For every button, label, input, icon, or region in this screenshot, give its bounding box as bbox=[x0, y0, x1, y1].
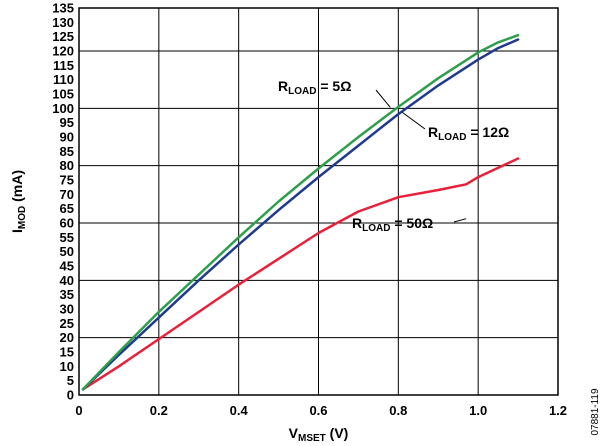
x-axis-title: VMSET (V) bbox=[289, 425, 349, 444]
y-tick-label: 75 bbox=[60, 173, 74, 188]
y-axis-title: IMOD (mA) bbox=[9, 170, 28, 233]
series-layer bbox=[81, 33, 520, 391]
annotation-r12-value: = 12Ω bbox=[466, 124, 509, 140]
y-tick-label: 60 bbox=[60, 216, 74, 231]
y-tick-label: 135 bbox=[52, 1, 74, 16]
x-tick-label: 0.4 bbox=[230, 403, 249, 418]
x-tick-label: 0 bbox=[75, 403, 82, 418]
plot-frame bbox=[78, 7, 559, 396]
y-tick-label: 50 bbox=[60, 244, 74, 259]
x-axis-title-sub: MSET bbox=[298, 433, 326, 444]
y-tick-labels: 0510152025303540455055606570758085909510… bbox=[52, 1, 74, 403]
x-axis-title-unit: (V) bbox=[326, 425, 349, 441]
annotation-r12-main: R bbox=[428, 124, 438, 140]
annotation-r12-leader bbox=[402, 111, 426, 130]
y-tick-label: 35 bbox=[60, 287, 74, 302]
y-tick-label: 70 bbox=[60, 187, 74, 202]
y-tick-label: 25 bbox=[60, 316, 74, 331]
y-tick-label: 95 bbox=[60, 115, 74, 130]
y-tick-label: 100 bbox=[52, 101, 74, 116]
y-tick-label: 15 bbox=[60, 345, 74, 360]
annotation-r12: RLOAD = 12Ω bbox=[402, 111, 509, 143]
annotation-r50-value: = 50Ω bbox=[390, 215, 433, 231]
annotation-r50: RLOAD = 50Ω bbox=[352, 215, 467, 234]
x-tick-label: 0.8 bbox=[389, 403, 407, 418]
grid-lines bbox=[79, 8, 558, 395]
annotation-r50-label: RLOAD = 50Ω bbox=[352, 215, 433, 234]
y-tick-label: 20 bbox=[60, 330, 74, 345]
y-tick-label: 10 bbox=[60, 359, 74, 374]
series-line-r5 bbox=[81, 33, 520, 391]
annotation-r5-leader bbox=[375, 89, 391, 108]
y-tick-label: 130 bbox=[52, 15, 74, 30]
y-axis-title-main: I bbox=[9, 229, 25, 233]
y-tick-label: 5 bbox=[67, 373, 74, 388]
annotation-r5-sub: LOAD bbox=[288, 86, 316, 97]
x-axis-title-main: V bbox=[289, 425, 299, 441]
figure-id: 07881-119 bbox=[590, 388, 601, 436]
y-axis-title-unit: (mA) bbox=[9, 170, 25, 206]
annotation-r50-sub: LOAD bbox=[362, 223, 390, 234]
annotation-r12-label: RLOAD = 12Ω bbox=[428, 124, 509, 143]
annotation-r5-value: = 5Ω bbox=[316, 78, 351, 94]
x-tick-label: 0.6 bbox=[309, 403, 327, 418]
annotation-r5-label: RLOAD = 5Ω bbox=[278, 78, 351, 97]
y-tick-label: 0 bbox=[67, 388, 74, 403]
x-tick-label: 1.0 bbox=[469, 403, 487, 418]
y-tick-label: 90 bbox=[60, 130, 74, 145]
x-tick-labels: 0 0.2 0.4 0.6 0.8 1.0 1.2 bbox=[75, 403, 567, 418]
series-line-r50 bbox=[81, 157, 520, 391]
y-axis-title-sub: MOD bbox=[17, 206, 28, 229]
series-line-r12 bbox=[81, 38, 520, 391]
y-tick-label: 115 bbox=[53, 58, 74, 73]
y-tick-label: 120 bbox=[52, 44, 74, 59]
annotation-r12-sub: LOAD bbox=[438, 132, 466, 143]
y-tick-label: 65 bbox=[60, 201, 74, 216]
annotation-r5-main: R bbox=[278, 78, 288, 94]
x-tick-label: 0.2 bbox=[150, 403, 168, 418]
y-tick-label: 30 bbox=[60, 302, 74, 317]
y-tick-label: 125 bbox=[52, 29, 74, 44]
y-tick-label: 110 bbox=[53, 72, 74, 87]
y-tick-label: 45 bbox=[60, 259, 74, 274]
annotation-r50-main: R bbox=[352, 215, 362, 231]
y-tick-label: 55 bbox=[60, 230, 74, 245]
y-tick-label: 105 bbox=[52, 87, 74, 102]
y-tick-label: 80 bbox=[60, 158, 74, 173]
x-tick-label: 1.2 bbox=[549, 403, 567, 418]
annotation-r5: RLOAD = 5Ω bbox=[278, 78, 391, 108]
annotation-r50-leader bbox=[453, 218, 467, 223]
y-tick-label: 85 bbox=[60, 144, 74, 159]
y-tick-label: 40 bbox=[60, 273, 74, 288]
